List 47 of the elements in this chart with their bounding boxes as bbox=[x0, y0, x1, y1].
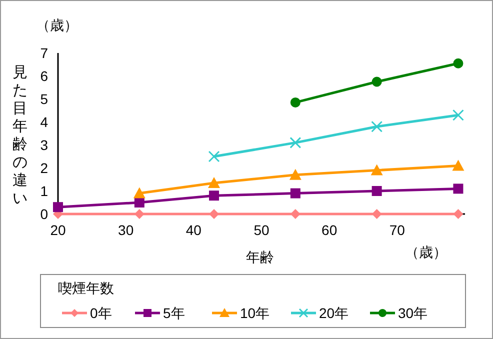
legend-label: 10年 bbox=[240, 305, 270, 321]
point bbox=[209, 209, 220, 219]
legend-label: 20年 bbox=[319, 305, 349, 321]
y-tick-label: 5 bbox=[40, 91, 48, 107]
point bbox=[290, 97, 300, 108]
y-tick-label: 4 bbox=[40, 114, 48, 130]
point bbox=[452, 109, 464, 121]
y-tick-label: 2 bbox=[40, 160, 48, 176]
point bbox=[53, 202, 63, 212]
point bbox=[370, 164, 383, 176]
x-tick-label: 40 bbox=[186, 222, 202, 238]
point bbox=[134, 198, 144, 208]
point bbox=[453, 58, 464, 68]
legend-title: 喫煙年数 bbox=[58, 280, 114, 296]
point bbox=[289, 168, 302, 180]
point bbox=[372, 76, 382, 87]
legend-label: 5年 bbox=[163, 305, 185, 321]
point bbox=[453, 209, 464, 219]
text: （歳） bbox=[405, 244, 447, 260]
x-tick-label: 50 bbox=[254, 222, 270, 238]
point bbox=[208, 150, 220, 162]
point bbox=[133, 187, 146, 198]
y-tick-label: 7 bbox=[40, 45, 48, 61]
legend-label: 0年 bbox=[90, 305, 112, 321]
x-axis-title: 年齢 bbox=[246, 249, 274, 265]
y-tick-label: 6 bbox=[40, 68, 48, 84]
point bbox=[452, 160, 464, 171]
point bbox=[372, 186, 382, 196]
point bbox=[134, 209, 144, 219]
point bbox=[453, 184, 464, 194]
x-tick-label: 20 bbox=[50, 222, 66, 238]
point bbox=[290, 188, 300, 198]
x-tick-label: 70 bbox=[389, 222, 406, 238]
point bbox=[371, 120, 383, 132]
y-tick-label: 1 bbox=[40, 183, 48, 199]
point bbox=[208, 176, 220, 188]
point bbox=[290, 136, 302, 148]
y-tick-label: 3 bbox=[40, 137, 48, 153]
legend-label: 30年 bbox=[398, 305, 428, 321]
y-axis-title: 見た目年齢の違い bbox=[12, 64, 28, 207]
point bbox=[209, 190, 220, 201]
y-tick-label: 0 bbox=[40, 206, 48, 222]
point bbox=[290, 209, 300, 219]
text: （歳） bbox=[36, 17, 78, 33]
x-tick-label: 30 bbox=[118, 222, 134, 238]
point bbox=[372, 209, 382, 219]
x-tick-label: 60 bbox=[322, 222, 338, 238]
